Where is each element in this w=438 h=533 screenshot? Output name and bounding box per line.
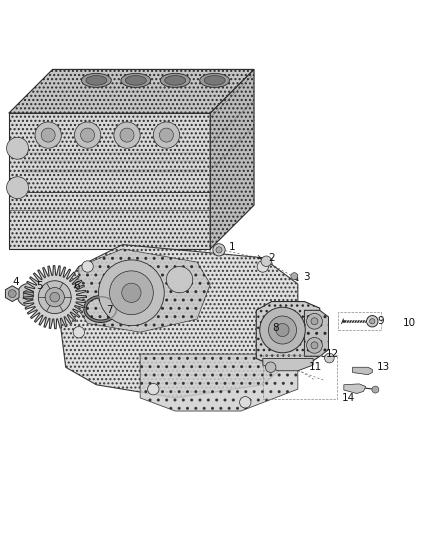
Text: 8: 8: [272, 323, 279, 333]
Polygon shape: [57, 245, 298, 398]
Circle shape: [291, 273, 298, 280]
Text: 12: 12: [326, 349, 339, 359]
Circle shape: [153, 122, 180, 148]
Text: 9: 9: [378, 316, 385, 326]
Ellipse shape: [165, 76, 186, 85]
Circle shape: [372, 386, 379, 393]
Circle shape: [260, 307, 305, 353]
Text: 13: 13: [377, 362, 390, 372]
Ellipse shape: [81, 74, 111, 87]
Ellipse shape: [200, 74, 230, 87]
Circle shape: [45, 287, 64, 307]
Polygon shape: [5, 286, 19, 302]
Ellipse shape: [86, 76, 107, 85]
Text: 2: 2: [268, 253, 275, 263]
Circle shape: [50, 292, 60, 302]
Text: 6: 6: [73, 281, 80, 291]
Circle shape: [159, 128, 173, 142]
Circle shape: [311, 342, 318, 349]
Circle shape: [35, 122, 61, 148]
Circle shape: [74, 122, 101, 148]
Polygon shape: [256, 302, 320, 365]
Polygon shape: [304, 310, 328, 356]
Circle shape: [367, 316, 378, 327]
Ellipse shape: [204, 76, 225, 85]
Circle shape: [240, 397, 251, 408]
Circle shape: [276, 324, 289, 336]
Circle shape: [73, 327, 85, 338]
Circle shape: [268, 316, 297, 344]
Circle shape: [110, 271, 153, 314]
Circle shape: [257, 261, 268, 272]
Circle shape: [166, 266, 193, 293]
Circle shape: [82, 261, 93, 272]
Circle shape: [279, 335, 290, 346]
Text: 4: 4: [12, 277, 19, 287]
Circle shape: [370, 319, 375, 324]
Circle shape: [7, 138, 28, 159]
Polygon shape: [23, 265, 86, 329]
Polygon shape: [9, 113, 210, 249]
Circle shape: [17, 284, 40, 306]
Circle shape: [120, 128, 134, 142]
Text: 10: 10: [403, 318, 416, 328]
Circle shape: [8, 290, 16, 297]
Polygon shape: [9, 69, 254, 113]
Circle shape: [325, 353, 334, 363]
Ellipse shape: [121, 74, 151, 87]
Circle shape: [311, 318, 318, 325]
Circle shape: [23, 290, 34, 300]
Circle shape: [265, 362, 276, 373]
Circle shape: [148, 383, 159, 395]
Ellipse shape: [125, 76, 146, 85]
Circle shape: [99, 260, 164, 326]
Text: 14: 14: [342, 393, 355, 403]
Polygon shape: [344, 384, 366, 393]
Circle shape: [261, 256, 272, 266]
Circle shape: [307, 337, 322, 353]
Text: 1: 1: [229, 242, 236, 252]
Circle shape: [41, 128, 55, 142]
Circle shape: [307, 313, 322, 329]
Bar: [263, 355, 337, 399]
Circle shape: [81, 128, 95, 142]
Circle shape: [39, 281, 71, 313]
Circle shape: [122, 283, 141, 302]
Text: 5: 5: [36, 281, 43, 291]
Circle shape: [7, 177, 28, 199]
Text: 7: 7: [106, 305, 113, 316]
Circle shape: [213, 244, 225, 256]
Polygon shape: [210, 69, 254, 249]
Text: 3: 3: [303, 272, 310, 282]
Text: 11: 11: [309, 362, 322, 372]
Polygon shape: [79, 249, 210, 332]
Circle shape: [216, 247, 222, 253]
Polygon shape: [263, 359, 313, 371]
Polygon shape: [353, 367, 372, 375]
Ellipse shape: [160, 74, 190, 87]
Bar: [338, 312, 381, 330]
Circle shape: [114, 122, 140, 148]
Polygon shape: [140, 354, 298, 411]
